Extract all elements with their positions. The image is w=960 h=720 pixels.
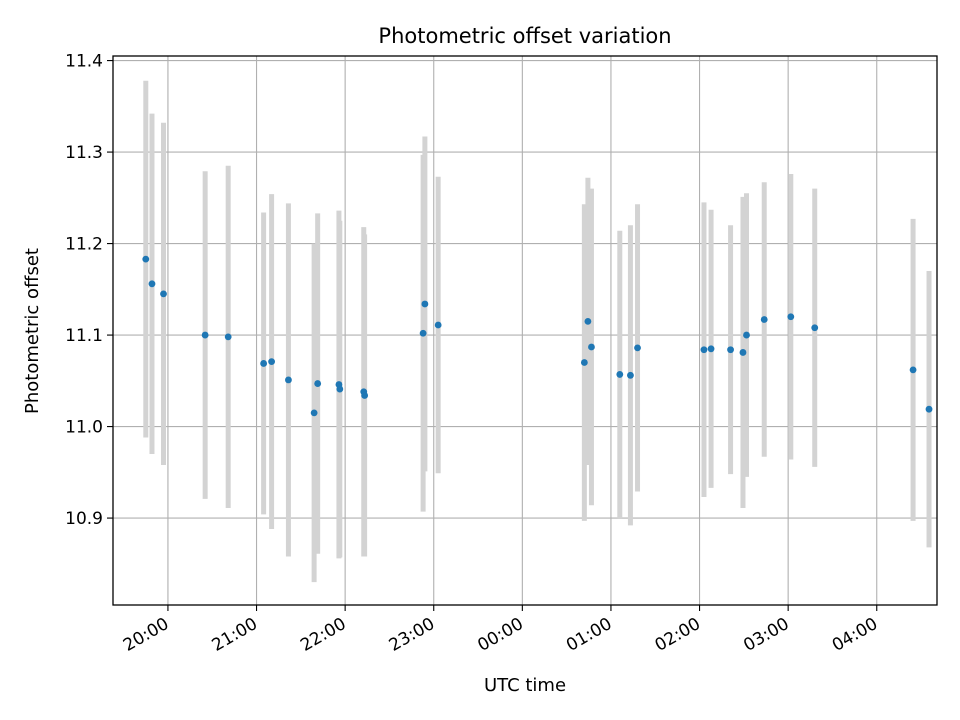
y-axis: 10.9 11.0 11.1 11.2 11.3 11.4 [65, 52, 113, 529]
data-point [434, 321, 442, 329]
data-point [421, 300, 429, 308]
data-point [634, 344, 641, 352]
y-tick-label: 11.1 [65, 326, 103, 346]
y-tick-label: 11.4 [65, 52, 103, 72]
data-point [260, 360, 268, 367]
data-point [419, 329, 427, 337]
data-point [811, 324, 819, 332]
y-tick-label: 11.0 [65, 418, 103, 438]
y-tick-label: 11.2 [65, 235, 103, 255]
data-point [285, 376, 292, 384]
data-point [361, 392, 369, 399]
data-point [787, 313, 795, 321]
data-point [584, 317, 592, 325]
data-point [727, 346, 734, 354]
data-point [707, 345, 715, 353]
data-point [314, 380, 322, 387]
data-point [224, 333, 232, 341]
data-point [588, 343, 595, 351]
data-point [909, 366, 917, 374]
data-point [760, 316, 768, 323]
data-point [627, 371, 634, 379]
data-points [142, 255, 933, 417]
data-point [201, 331, 209, 339]
y-tick-label: 10.9 [65, 509, 103, 529]
data-point [700, 346, 708, 354]
data-point [925, 405, 933, 413]
data-point [580, 359, 588, 366]
data-point [160, 290, 167, 298]
data-point [148, 280, 156, 288]
data-point [142, 255, 150, 263]
data-point [739, 349, 747, 356]
data-point [743, 331, 750, 339]
data-point [310, 409, 318, 417]
y-axis-title: Photometric offset [22, 248, 43, 414]
data-point [336, 385, 344, 393]
plot-frame [112, 55, 938, 606]
x-axis-title: UTC time [484, 675, 566, 696]
grid [113, 56, 937, 605]
data-point [268, 358, 275, 366]
y-tick-label: 11.3 [65, 143, 103, 163]
data-point [616, 371, 624, 378]
chart-title: Photometric offset variation [378, 24, 671, 48]
